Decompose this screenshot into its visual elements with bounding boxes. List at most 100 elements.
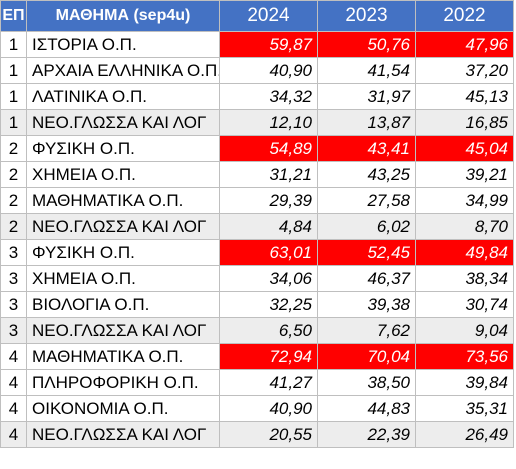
header-year-2023: 2023 xyxy=(317,0,416,32)
cell-value-2024: 31,21 xyxy=(219,161,318,188)
table-row: 1 ΛΑΤΙΝΙΚΑ Ο.Π. 34,32 31,97 45,13 xyxy=(0,83,514,110)
cell-value-2023: 46,37 xyxy=(317,265,416,292)
table-row: 1 ΝΕΟ.ΓΛΩΣΣΑ ΚΑΙ ΛΟΓ 12,10 13,87 16,85 xyxy=(0,109,514,136)
cell-subject: ΙΣΤΟΡΙΑ Ο.Π. xyxy=(26,31,220,58)
cell-value-2024: 40,90 xyxy=(219,395,318,422)
cell-ep: 4 xyxy=(0,369,27,396)
header-ep: ΕΠ xyxy=(0,0,27,32)
cell-value-2022: 9,04 xyxy=(415,317,514,344)
cell-ep: 1 xyxy=(0,57,27,84)
table-row: 3 ΧΗΜΕΙΑ Ο.Π. 34,06 46,37 38,34 xyxy=(0,265,514,292)
cell-value-2022: 35,31 xyxy=(415,395,514,422)
cell-subject: ΛΑΤΙΝΙΚΑ Ο.Π. xyxy=(26,83,220,110)
table-row: 4 ΠΛΗΡΟΦΟΡΙΚΗ Ο.Π. 41,27 38,50 39,84 xyxy=(0,369,514,396)
cell-value-2024: 40,90 xyxy=(219,57,318,84)
table-row: 2 ΧΗΜΕΙΑ Ο.Π. 31,21 43,25 39,21 xyxy=(0,161,514,188)
cell-value-2023: 43,25 xyxy=(317,161,416,188)
cell-ep: 3 xyxy=(0,291,27,318)
cell-ep: 3 xyxy=(0,239,27,266)
cell-ep: 1 xyxy=(0,83,27,110)
cell-value-2024: 6,50 xyxy=(219,317,318,344)
table-row: 1 ΙΣΤΟΡΙΑ Ο.Π. 59,87 50,76 47,96 xyxy=(0,31,514,58)
cell-subject: ΑΡΧΑΙΑ ΕΛΛΗΝΙΚΑ Ο.Π. xyxy=(26,57,220,84)
table-row: 2 ΜΑΘΗΜΑΤΙΚΑ Ο.Π. 29,39 27,58 34,99 xyxy=(0,187,514,214)
cell-value-2022: 26,49 xyxy=(415,421,514,448)
cell-subject: ΧΗΜΕΙΑ Ο.Π. xyxy=(26,161,220,188)
cell-ep: 4 xyxy=(0,395,27,422)
cell-value-2024: 34,06 xyxy=(219,265,318,292)
cell-value-2023: 13,87 xyxy=(317,109,416,136)
cell-subject: ΦΥΣΙΚΗ Ο.Π. xyxy=(26,135,220,162)
cell-subject: ΟΙΚΟΝΟΜΙΑ Ο.Π. xyxy=(26,395,220,422)
cell-ep: 2 xyxy=(0,135,27,162)
cell-value-2022: 38,34 xyxy=(415,265,514,292)
cell-value-2023: 6,02 xyxy=(317,213,416,240)
cell-value-2024: 59,87 xyxy=(219,31,318,58)
cell-value-2022: 30,74 xyxy=(415,291,514,318)
cell-value-2024: 34,32 xyxy=(219,83,318,110)
cell-ep: 2 xyxy=(0,161,27,188)
table-row: 3 ΒΙΟΛΟΓΙΑ Ο.Π. 32,25 39,38 30,74 xyxy=(0,291,514,318)
scores-table: ΕΠ ΜΑΘΗΜΑ (sep4u) 2024 2023 2022 1 ΙΣΤΟΡΙ… xyxy=(0,0,514,448)
table-body: 1 ΙΣΤΟΡΙΑ Ο.Π. 59,87 50,76 47,96 1 ΑΡΧΑΙΑ ΕΛΛΗ… xyxy=(0,31,514,448)
cell-value-2022: 73,56 xyxy=(415,343,514,370)
cell-value-2022: 34,99 xyxy=(415,187,514,214)
cell-ep: 1 xyxy=(0,31,27,58)
cell-value-2024: 32,25 xyxy=(219,291,318,318)
cell-subject: ΜΑΘΗΜΑΤΙΚΑ Ο.Π. xyxy=(26,343,220,370)
cell-value-2023: 44,83 xyxy=(317,395,416,422)
table-row: 2 ΝΕΟ.ΓΛΩΣΣΑ ΚΑΙ ΛΟΓ 4,84 6,02 8,70 xyxy=(0,213,514,240)
cell-ep: 3 xyxy=(0,265,27,292)
cell-value-2024: 4,84 xyxy=(219,213,318,240)
header-subject: ΜΑΘΗΜΑ (sep4u) xyxy=(26,0,220,32)
cell-value-2024: 41,27 xyxy=(219,369,318,396)
cell-ep: 3 xyxy=(0,317,27,344)
header-year-2022: 2022 xyxy=(415,0,514,32)
cell-value-2023: 52,45 xyxy=(317,239,416,266)
cell-subject: ΦΥΣΙΚΗ Ο.Π. xyxy=(26,239,220,266)
cell-subject: ΝΕΟ.ΓΛΩΣΣΑ ΚΑΙ ΛΟΓ xyxy=(26,317,220,344)
cell-ep: 2 xyxy=(0,187,27,214)
table-row: 4 ΝΕΟ.ΓΛΩΣΣΑ ΚΑΙ ΛΟΓ 20,55 22,39 26,49 xyxy=(0,421,514,448)
cell-value-2023: 50,76 xyxy=(317,31,416,58)
table-row: 4 ΟΙΚΟΝΟΜΙΑ Ο.Π. 40,90 44,83 35,31 xyxy=(0,395,514,422)
cell-value-2024: 12,10 xyxy=(219,109,318,136)
cell-value-2023: 41,54 xyxy=(317,57,416,84)
cell-value-2023: 22,39 xyxy=(317,421,416,448)
header-year-2024: 2024 xyxy=(219,0,318,32)
cell-subject: ΧΗΜΕΙΑ Ο.Π. xyxy=(26,265,220,292)
cell-value-2022: 45,13 xyxy=(415,83,514,110)
cell-value-2022: 45,04 xyxy=(415,135,514,162)
cell-subject: ΒΙΟΛΟΓΙΑ Ο.Π. xyxy=(26,291,220,318)
cell-value-2022: 49,84 xyxy=(415,239,514,266)
cell-value-2023: 7,62 xyxy=(317,317,416,344)
cell-value-2024: 72,94 xyxy=(219,343,318,370)
cell-value-2023: 43,41 xyxy=(317,135,416,162)
cell-value-2022: 37,20 xyxy=(415,57,514,84)
header-row: ΕΠ ΜΑΘΗΜΑ (sep4u) 2024 2023 2022 xyxy=(0,0,514,32)
cell-value-2024: 63,01 xyxy=(219,239,318,266)
cell-value-2023: 70,04 xyxy=(317,343,416,370)
cell-subject: ΠΛΗΡΟΦΟΡΙΚΗ Ο.Π. xyxy=(26,369,220,396)
table-row: 2 ΦΥΣΙΚΗ Ο.Π. 54,89 43,41 45,04 xyxy=(0,135,514,162)
cell-subject: ΝΕΟ.ΓΛΩΣΣΑ ΚΑΙ ΛΟΓ xyxy=(26,213,220,240)
cell-value-2022: 39,21 xyxy=(415,161,514,188)
cell-value-2024: 54,89 xyxy=(219,135,318,162)
cell-value-2023: 38,50 xyxy=(317,369,416,396)
cell-value-2022: 16,85 xyxy=(415,109,514,136)
cell-ep: 1 xyxy=(0,109,27,136)
cell-subject: ΜΑΘΗΜΑΤΙΚΑ Ο.Π. xyxy=(26,187,220,214)
table-row: 1 ΑΡΧΑΙΑ ΕΛΛΗΝΙΚΑ Ο.Π. 40,90 41,54 37,20 xyxy=(0,57,514,84)
cell-value-2022: 47,96 xyxy=(415,31,514,58)
cell-value-2023: 31,97 xyxy=(317,83,416,110)
cell-value-2022: 8,70 xyxy=(415,213,514,240)
cell-value-2023: 39,38 xyxy=(317,291,416,318)
cell-value-2022: 39,84 xyxy=(415,369,514,396)
table-row: 3 ΦΥΣΙΚΗ Ο.Π. 63,01 52,45 49,84 xyxy=(0,239,514,266)
cell-value-2023: 27,58 xyxy=(317,187,416,214)
cell-ep: 4 xyxy=(0,421,27,448)
cell-subject: ΝΕΟ.ΓΛΩΣΣΑ ΚΑΙ ΛΟΓ xyxy=(26,421,220,448)
cell-value-2024: 29,39 xyxy=(219,187,318,214)
cell-ep: 4 xyxy=(0,343,27,370)
cell-subject: ΝΕΟ.ΓΛΩΣΣΑ ΚΑΙ ΛΟΓ xyxy=(26,109,220,136)
